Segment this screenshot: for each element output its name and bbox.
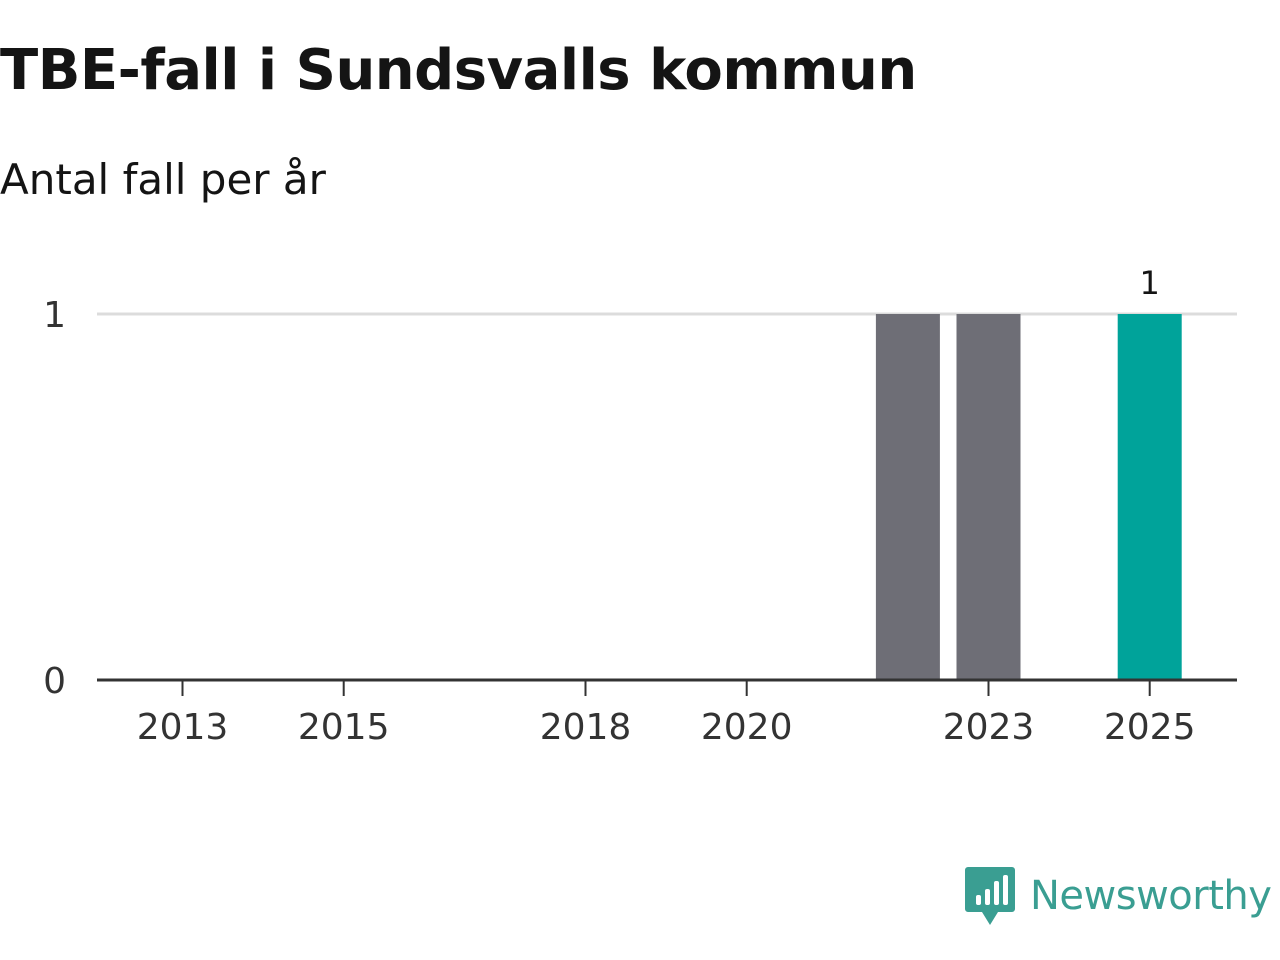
x-tick-label: 2020 bbox=[701, 707, 793, 748]
brand: Newsworthy bbox=[964, 864, 1272, 928]
chart-subtitle: Antal fall per år bbox=[0, 155, 326, 204]
y-tick-label: 0 bbox=[43, 661, 66, 702]
y-tick-label: 1 bbox=[43, 295, 66, 336]
bar-chart: 0 1 1 2013 2015 2018 2020 2023 2025 bbox=[43, 264, 1237, 748]
bar-2025 bbox=[1117, 314, 1182, 680]
x-tick-label: 2013 bbox=[137, 707, 229, 748]
bar-2023 bbox=[956, 314, 1021, 680]
x-tick-label: 2015 bbox=[298, 707, 390, 748]
x-tick-label: 2018 bbox=[540, 707, 632, 748]
x-tick-label: 2023 bbox=[943, 707, 1035, 748]
chart-title: TBE-fall i Sundsvalls kommun bbox=[0, 38, 917, 103]
x-tick-label: 2025 bbox=[1104, 707, 1196, 748]
brand-name: Newsworthy bbox=[1030, 873, 1272, 919]
data-label-2025: 1 bbox=[1140, 264, 1160, 302]
bar-2022 bbox=[875, 314, 940, 680]
newsworthy-logo-icon bbox=[965, 867, 1015, 925]
